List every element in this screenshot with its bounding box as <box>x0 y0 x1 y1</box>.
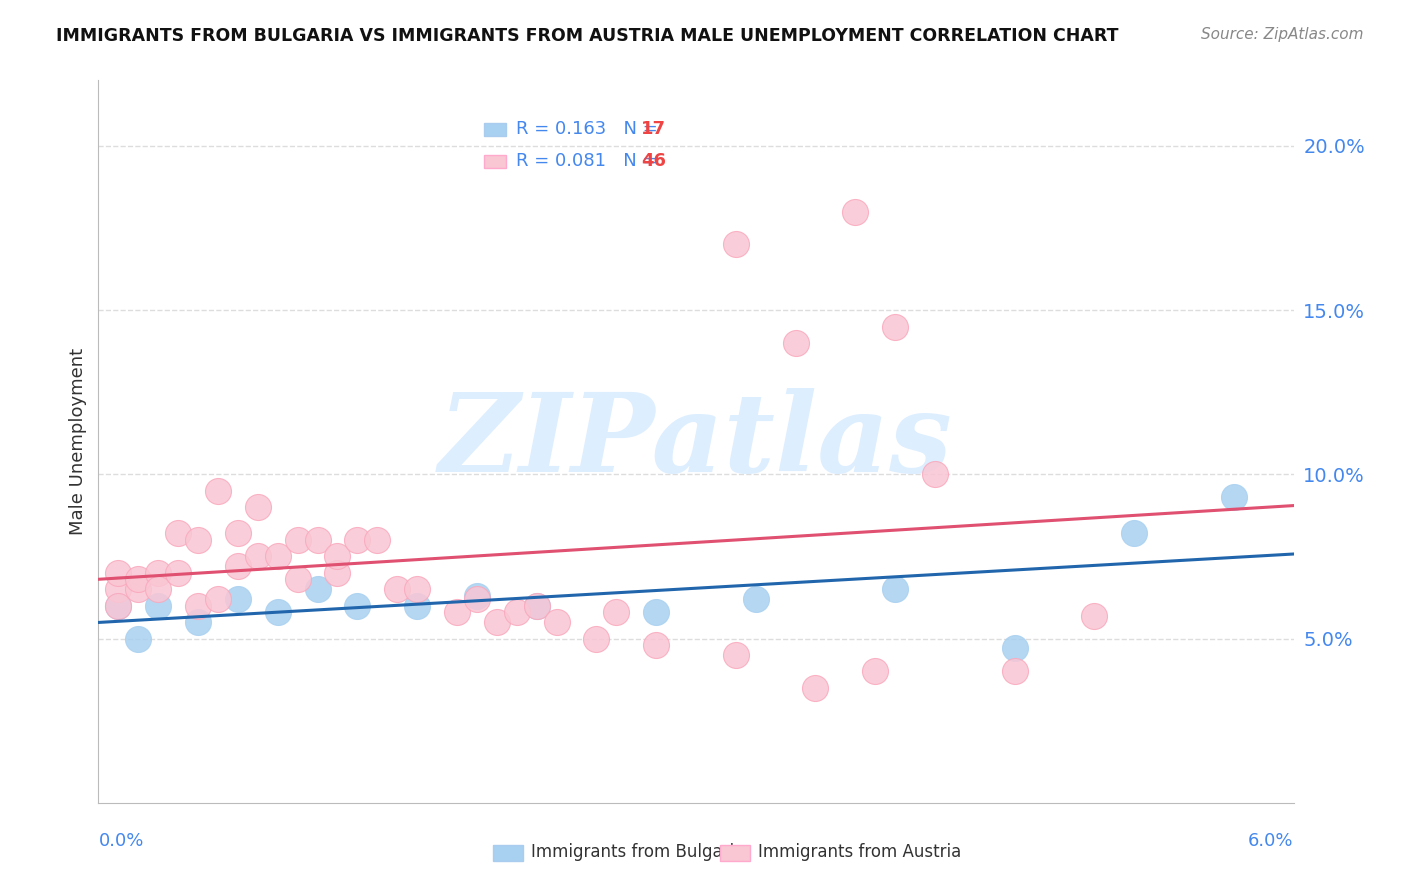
FancyBboxPatch shape <box>485 154 506 168</box>
Point <box>1123 526 1146 541</box>
Point <box>127 573 149 587</box>
Point <box>187 615 209 630</box>
Point <box>924 467 946 482</box>
Point <box>167 566 190 580</box>
Point <box>804 681 827 695</box>
Point <box>346 533 368 547</box>
Point <box>1083 608 1105 623</box>
Point <box>226 592 249 607</box>
Point <box>127 582 149 597</box>
Point <box>446 605 468 619</box>
Point <box>1223 491 1246 505</box>
Text: 17: 17 <box>641 120 666 138</box>
FancyBboxPatch shape <box>720 845 749 861</box>
Point <box>745 592 768 607</box>
Point <box>107 599 129 613</box>
Point <box>107 599 129 613</box>
Point <box>187 599 209 613</box>
Y-axis label: Male Unemployment: Male Unemployment <box>69 348 87 535</box>
Point <box>287 573 309 587</box>
Point <box>246 549 269 564</box>
Point <box>307 582 329 597</box>
Text: ZIPatlas: ZIPatlas <box>439 388 953 495</box>
Point <box>645 605 668 619</box>
Text: Immigrants from Bulgaria: Immigrants from Bulgaria <box>531 843 744 861</box>
Point <box>406 582 429 597</box>
Point <box>267 605 290 619</box>
Text: Immigrants from Austria: Immigrants from Austria <box>758 843 962 861</box>
Text: Source: ZipAtlas.com: Source: ZipAtlas.com <box>1201 27 1364 42</box>
Point <box>526 599 548 613</box>
Point <box>187 533 209 547</box>
Point <box>546 615 568 630</box>
Text: R = 0.081   N =: R = 0.081 N = <box>516 153 662 170</box>
Point <box>148 582 170 597</box>
Text: 6.0%: 6.0% <box>1249 831 1294 850</box>
Point <box>645 638 668 652</box>
Point <box>107 582 129 597</box>
Point <box>526 599 548 613</box>
Point <box>207 483 229 498</box>
Point <box>884 319 907 334</box>
Point <box>326 549 349 564</box>
Point <box>485 615 508 630</box>
Point <box>406 599 429 613</box>
Point <box>127 632 149 646</box>
Point <box>785 336 807 351</box>
Point <box>465 592 488 607</box>
Point <box>884 582 907 597</box>
Point <box>844 204 866 219</box>
Point <box>148 566 170 580</box>
Point <box>107 566 129 580</box>
Point <box>1004 665 1026 679</box>
Point <box>465 589 488 603</box>
Point <box>287 533 309 547</box>
Point <box>246 500 269 515</box>
Point <box>148 599 170 613</box>
Text: 46: 46 <box>641 153 666 170</box>
Point <box>385 582 409 597</box>
Text: IMMIGRANTS FROM BULGARIA VS IMMIGRANTS FROM AUSTRIA MALE UNEMPLOYMENT CORRELATIO: IMMIGRANTS FROM BULGARIA VS IMMIGRANTS F… <box>56 27 1119 45</box>
Point <box>865 665 887 679</box>
Point <box>226 526 249 541</box>
Text: R = 0.163   N =: R = 0.163 N = <box>516 120 664 138</box>
Point <box>605 605 627 619</box>
FancyBboxPatch shape <box>494 845 523 861</box>
Point <box>366 533 388 547</box>
Point <box>346 599 368 613</box>
Point <box>207 592 229 607</box>
Text: 0.0%: 0.0% <box>98 831 143 850</box>
Point <box>585 632 607 646</box>
Point <box>307 533 329 547</box>
Point <box>167 526 190 541</box>
Point <box>1004 641 1026 656</box>
FancyBboxPatch shape <box>485 123 506 136</box>
Point <box>724 237 747 252</box>
Point <box>226 559 249 574</box>
Point <box>326 566 349 580</box>
Point <box>267 549 290 564</box>
Point <box>724 648 747 662</box>
Point <box>506 605 529 619</box>
